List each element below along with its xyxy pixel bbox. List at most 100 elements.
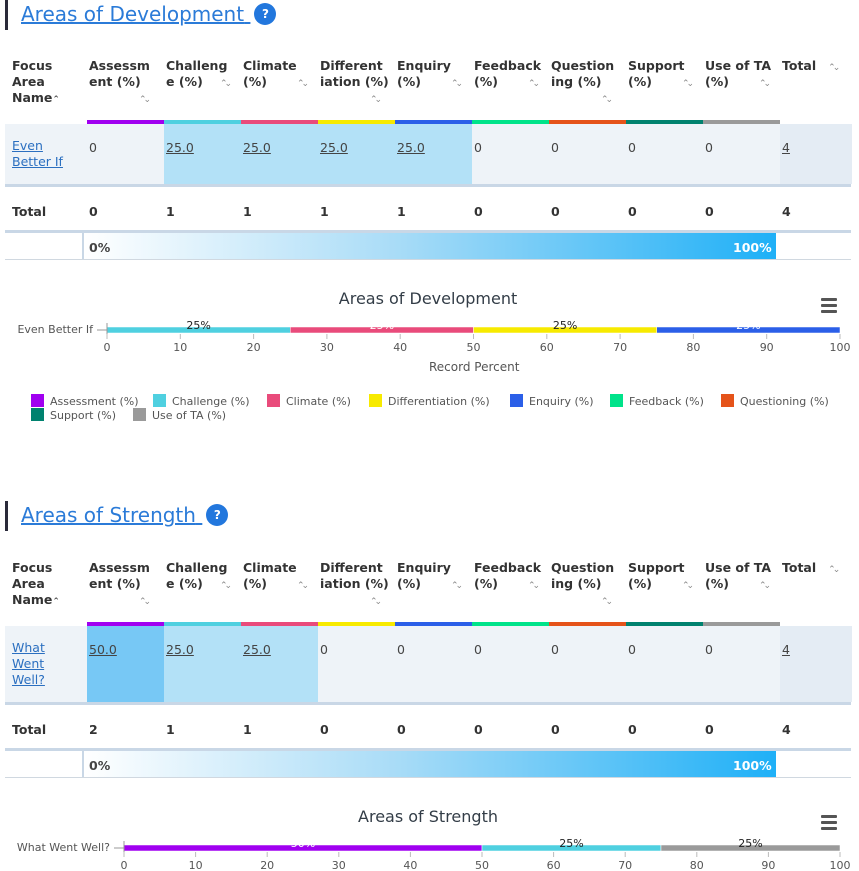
column-header[interactable]: Enquiry (%) ⌃⌄: [397, 560, 472, 592]
sort-icon[interactable]: ⌃⌄: [139, 597, 151, 607]
column-header[interactable]: Question ing (%) ⌃⌄: [551, 560, 626, 607]
column-header[interactable]: Total ⌃⌄: [782, 560, 842, 578]
legend-item[interactable]: Questioning (%): [721, 394, 829, 408]
value-link[interactable]: 25.0: [243, 140, 271, 155]
sort-icon[interactable]: ⌃⌄: [828, 63, 840, 73]
sort-icon[interactable]: ⌃⌄: [601, 597, 613, 607]
column-header-label: Enquiry: [397, 58, 451, 73]
column-header[interactable]: Question ing (%) ⌃⌄: [551, 58, 626, 105]
sort-icon[interactable]: ⌃⌄: [828, 565, 840, 575]
column-header[interactable]: Different iation (%) ⌃⌄: [320, 58, 395, 105]
column-header[interactable]: Support (%) ⌃⌄: [628, 58, 703, 90]
strength-chart-title: Areas of Strength: [358, 807, 498, 826]
value-link[interactable]: 4: [782, 140, 790, 155]
sort-icon[interactable]: ⌃⌄: [528, 581, 540, 591]
progress-start-label: 0%: [89, 240, 111, 255]
column-header-label: Challeng: [166, 58, 228, 73]
focus-area-link[interactable]: Even Better If: [12, 138, 63, 170]
column-header-label: (%): [705, 74, 729, 89]
total-value: 0: [89, 204, 98, 219]
column-header[interactable]: Feedback (%) ⌃⌄: [474, 58, 549, 90]
column-header-label: ing (%): [551, 576, 602, 591]
value-link[interactable]: 50.0: [89, 642, 117, 657]
legend-item[interactable]: Support (%): [31, 408, 116, 422]
value-cell: 0: [474, 642, 482, 657]
development-title-link[interactable]: Areas of Development: [21, 2, 245, 26]
sort-icon[interactable]: ⌃⌄: [297, 79, 309, 89]
focus-area-label: Well?: [12, 672, 45, 687]
column-header-label: Different: [320, 560, 383, 575]
column-header-label: ent (%): [89, 74, 141, 89]
sort-icon[interactable]: ⌃⌄: [220, 79, 232, 89]
help-icon[interactable]: ?: [206, 504, 229, 526]
value-link[interactable]: 25.0: [243, 642, 271, 657]
legend-item[interactable]: Differentiation (%): [369, 394, 490, 408]
row-divider: [5, 702, 851, 705]
column-header[interactable]: Climate (%) ⌃⌄: [243, 560, 318, 592]
column-header[interactable]: Focus Area Name ⌃: [12, 560, 87, 610]
value-link[interactable]: 4: [782, 642, 790, 657]
column-header[interactable]: Assessm ent (%) ⌃⌄: [89, 58, 164, 105]
sort-icon[interactable]: ⌃⌄: [139, 95, 151, 105]
column-color-bar: [395, 120, 472, 124]
sort-icon[interactable]: ⌃⌄: [297, 581, 309, 591]
column-color-bar: [472, 622, 549, 626]
column-header[interactable]: Use of TA (%) ⌃⌄: [705, 58, 780, 90]
legend-item[interactable]: Assessment (%): [31, 394, 139, 408]
value-link[interactable]: 25.0: [397, 140, 425, 155]
column-header[interactable]: Challeng e (%) ⌃⌄: [166, 58, 241, 90]
chart-menu-icon[interactable]: [821, 815, 837, 830]
bar-data-label: 25%: [738, 837, 762, 850]
value-link[interactable]: 25.0: [320, 140, 348, 155]
column-header[interactable]: Use of TA (%) ⌃⌄: [705, 560, 780, 592]
sort-icon[interactable]: ⌃⌄: [682, 581, 694, 591]
total-value: 2: [89, 722, 98, 737]
legend-item[interactable]: Climate (%): [267, 394, 351, 408]
column-header[interactable]: Different iation (%) ⌃⌄: [320, 560, 395, 607]
sort-icon[interactable]: ⌃⌄: [451, 79, 463, 89]
value-link[interactable]: 25.0: [166, 140, 194, 155]
column-header[interactable]: Feedback (%) ⌃⌄: [474, 560, 549, 592]
x-tick-label: 40: [403, 859, 417, 871]
sort-icon[interactable]: ⌃⌄: [601, 95, 613, 105]
column-header[interactable]: Challeng e (%) ⌃⌄: [166, 560, 241, 592]
x-tick-label: 50: [475, 859, 489, 871]
column-header-label: Use of TA: [705, 560, 772, 575]
value-cell: 0: [551, 140, 559, 155]
progress-end-label: 100%: [733, 240, 772, 255]
column-header[interactable]: Total ⌃⌄: [782, 58, 842, 76]
help-icon[interactable]: ?: [254, 3, 277, 25]
column-header-label: Different: [320, 58, 383, 73]
sort-icon[interactable]: ⌃⌄: [370, 95, 382, 105]
legend-item[interactable]: Enquiry (%): [510, 394, 594, 408]
sort-icon[interactable]: ⌃⌄: [451, 581, 463, 591]
strength-title-link[interactable]: Areas of Strength: [21, 503, 196, 527]
chart-menu-icon[interactable]: [821, 298, 837, 313]
column-color-bar: [549, 622, 626, 626]
legend-item[interactable]: Use of TA (%): [133, 408, 226, 422]
column-header[interactable]: Enquiry (%) ⌃⌄: [397, 58, 472, 90]
sort-icon[interactable]: ⌃⌄: [759, 79, 771, 89]
column-header-label: Area: [12, 74, 45, 89]
column-header-label: Climate: [243, 58, 297, 73]
sort-icon[interactable]: ⌃⌄: [528, 79, 540, 89]
x-tick-label: 40: [393, 341, 407, 354]
value-link[interactable]: 25.0: [166, 642, 194, 657]
legend-label: Challenge (%): [172, 395, 250, 408]
sort-icon[interactable]: ⌃: [52, 597, 59, 607]
legend-item[interactable]: Challenge (%): [153, 394, 250, 408]
sort-icon[interactable]: ⌃⌄: [682, 79, 694, 89]
column-header-label: Assessm: [89, 58, 150, 73]
legend-swatch: [610, 394, 623, 407]
column-header[interactable]: Focus Area Name ⌃: [12, 58, 87, 108]
column-header[interactable]: Climate (%) ⌃⌄: [243, 58, 318, 90]
column-header[interactable]: Support (%) ⌃⌄: [628, 560, 703, 592]
sort-icon[interactable]: ⌃⌄: [220, 581, 232, 591]
sort-icon[interactable]: ⌃⌄: [370, 597, 382, 607]
column-header-label: Feedback: [474, 560, 542, 575]
column-header[interactable]: Assessm ent (%) ⌃⌄: [89, 560, 164, 607]
sort-icon[interactable]: ⌃⌄: [759, 581, 771, 591]
legend-item[interactable]: Feedback (%): [610, 394, 704, 408]
sort-icon[interactable]: ⌃: [52, 95, 59, 105]
focus-area-link[interactable]: What Went Well?: [12, 640, 45, 688]
